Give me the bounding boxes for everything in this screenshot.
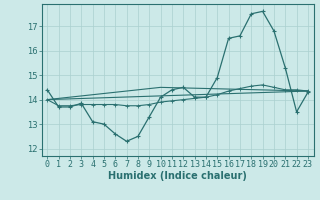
X-axis label: Humidex (Indice chaleur): Humidex (Indice chaleur) <box>108 171 247 181</box>
